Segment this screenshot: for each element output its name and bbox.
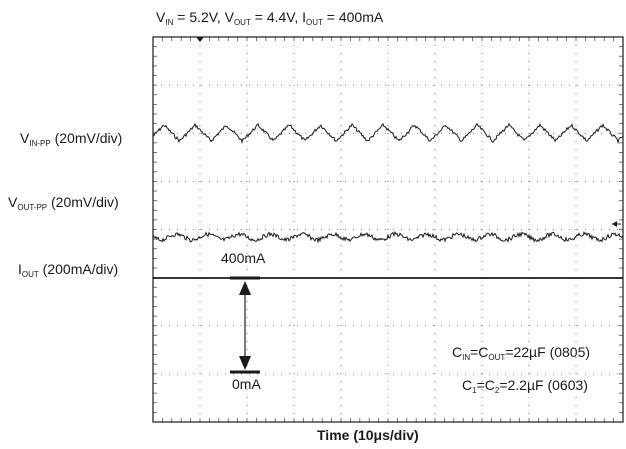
vin-trace (152, 122, 624, 145)
plot-frame (152, 36, 624, 423)
current-high-label: 400mA (221, 250, 266, 266)
vin-channel-label: VIN-PP (20mV/div) (20, 130, 123, 148)
iout-channel-label: IOUT (200mA/div) (18, 261, 119, 279)
grid (152, 36, 624, 423)
x-axis-label: Time (10μs/div) (317, 427, 419, 443)
current-low-label: 0mA (232, 376, 261, 392)
trigger-marker (196, 37, 204, 42)
vout-channel-label: VOUT-PP (20mV/div) (8, 194, 119, 212)
cap-note-1: CIN=COUT=22µF (0805) (452, 344, 591, 362)
current-step-arrow (230, 276, 260, 374)
cap-note-2: C1=C2=2.2µF (0603) (462, 377, 588, 395)
chart-title: VIN = 5.2V, VOUT = 4.4V, IOUT = 400mA (156, 9, 384, 27)
level-marker (612, 221, 621, 227)
vout-trace (152, 230, 624, 244)
